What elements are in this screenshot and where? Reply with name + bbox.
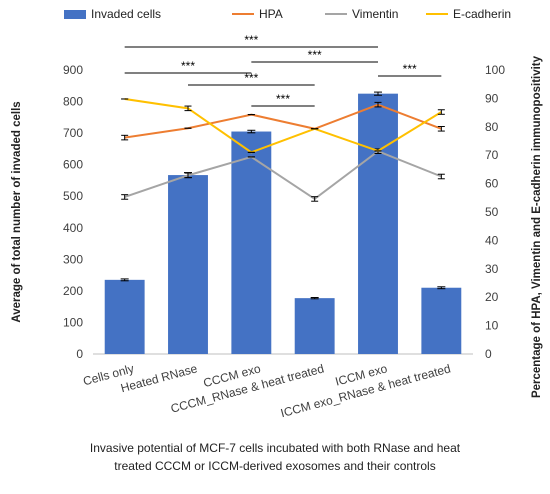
legend-swatch: [64, 10, 86, 19]
y-right-tick-label: 70: [485, 148, 499, 162]
series-line: [124, 97, 442, 154]
y-right-tick-label: 90: [485, 91, 499, 105]
legend-label: Vimentin: [352, 7, 398, 21]
y-left-tick-label: 700: [63, 126, 83, 140]
significance-label: ***: [308, 48, 322, 62]
bar: [421, 287, 462, 354]
y-right-tick-label: 20: [485, 290, 499, 304]
y-left-tick-label: 300: [63, 252, 83, 266]
series-line: [124, 150, 442, 201]
bar: [231, 131, 272, 354]
y-right-axis-title: Percentage of HPA, Vimentin and E-cadher…: [531, 55, 543, 398]
y-left-tick-label: 900: [63, 63, 83, 77]
y-left-tick-label: 500: [63, 189, 83, 203]
significance-label: ***: [181, 59, 195, 73]
y-left-axis-title: Average of total number of invaded cells: [11, 101, 23, 322]
bar: [294, 298, 335, 354]
y-right-tick-label: 60: [485, 177, 499, 191]
legend-label: HPA: [259, 7, 283, 21]
bar: [168, 175, 208, 354]
series-line: [124, 103, 442, 139]
y-right-tick-label: 100: [485, 63, 505, 77]
bar: [104, 279, 145, 354]
y-right-tick-label: 0: [485, 347, 492, 361]
significance-label: ***: [403, 62, 417, 76]
legend-label: Invaded cells: [91, 7, 161, 21]
y-right-tick-label: 80: [485, 120, 499, 134]
y-left-tick-label: 600: [63, 158, 83, 172]
y-right-tick-label: 40: [485, 233, 499, 247]
significance-label: ***: [244, 71, 258, 85]
bar: [358, 93, 398, 355]
caption-line-2: treated CCCM or ICCM-derived exosomes an…: [114, 459, 436, 473]
y-left-tick-label: 200: [63, 284, 83, 298]
y-right-tick-label: 30: [485, 262, 499, 276]
y-left-tick-label: 0: [76, 347, 83, 361]
caption-line-1: Invasive potential of MCF-7 cells incuba…: [89, 441, 461, 455]
y-left-tick-label: 100: [63, 315, 83, 329]
y-left-tick-label: 400: [63, 221, 83, 235]
significance-label: ***: [244, 33, 258, 47]
legend-label: E-cadherin: [453, 7, 511, 21]
y-right-tick-label: 10: [485, 319, 499, 333]
y-right-tick-label: 50: [485, 205, 499, 219]
y-left-tick-label: 800: [63, 95, 83, 109]
significance-label: ***: [276, 92, 290, 106]
